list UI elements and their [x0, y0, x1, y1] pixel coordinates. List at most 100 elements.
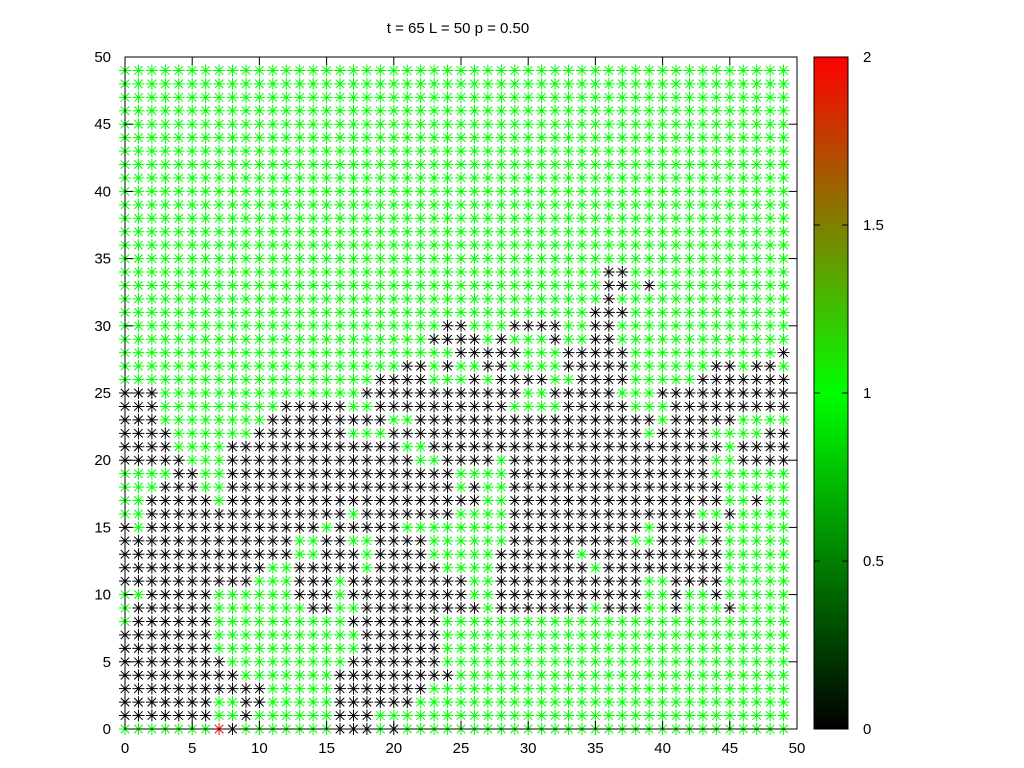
- lattice-point: [535, 145, 548, 158]
- lattice-point: [347, 454, 360, 467]
- lattice-point: [522, 534, 535, 547]
- lattice-point: [656, 333, 669, 346]
- lattice-point: [468, 561, 481, 574]
- lattice-point: [602, 158, 615, 171]
- lattice-point: [347, 494, 360, 507]
- lattice-point: [562, 360, 575, 373]
- lattice-point: [414, 118, 427, 131]
- lattice-point: [334, 252, 347, 265]
- lattice-point: [656, 212, 669, 225]
- lattice-point: [696, 454, 709, 467]
- lattice-point: [468, 615, 481, 628]
- lattice-point: [522, 158, 535, 171]
- lattice-point: [723, 615, 736, 628]
- lattice-point: [186, 198, 199, 211]
- lattice-point: [629, 118, 642, 131]
- lattice-point: [575, 198, 588, 211]
- lattice-point: [750, 427, 763, 440]
- lattice-point: [253, 266, 266, 279]
- lattice-point: [710, 615, 723, 628]
- lattice-point: [401, 494, 414, 507]
- lattice-point: [132, 534, 145, 547]
- lattice-point: [723, 494, 736, 507]
- lattice-point: [616, 131, 629, 144]
- lattice-point: [360, 212, 373, 225]
- lattice-point: [683, 77, 696, 90]
- lattice-point: [199, 319, 212, 332]
- lattice-point: [132, 467, 145, 480]
- lattice-point: [468, 454, 481, 467]
- lattice-point: [629, 319, 642, 332]
- lattice-point: [347, 400, 360, 413]
- lattice-point: [239, 91, 252, 104]
- lattice-point: [441, 319, 454, 332]
- lattice-point: [629, 64, 642, 77]
- lattice-point: [575, 400, 588, 413]
- lattice-point: [280, 171, 293, 184]
- lattice-point: [226, 454, 239, 467]
- lattice-point: [414, 279, 427, 292]
- lattice-point: [683, 118, 696, 131]
- lattice-point: [159, 91, 172, 104]
- lattice-point: [145, 400, 158, 413]
- lattice-point: [428, 481, 441, 494]
- lattice-point: [428, 145, 441, 158]
- lattice-point: [750, 575, 763, 588]
- lattice-point: [374, 158, 387, 171]
- lattice-point: [213, 427, 226, 440]
- lattice-point: [186, 494, 199, 507]
- lattice-point: [643, 198, 656, 211]
- lattice-point: [670, 77, 683, 90]
- lattice-point: [320, 494, 333, 507]
- lattice-point: [360, 561, 373, 574]
- lattice-point: [320, 198, 333, 211]
- lattice-point: [723, 104, 736, 117]
- lattice-point: [347, 252, 360, 265]
- lattice-point: [777, 346, 790, 359]
- lattice-point: [374, 198, 387, 211]
- lattice-point: [186, 252, 199, 265]
- lattice-point: [132, 77, 145, 90]
- lattice-point: [777, 198, 790, 211]
- lattice-point: [683, 333, 696, 346]
- lattice-point: [481, 561, 494, 574]
- lattice-point: [266, 239, 279, 252]
- lattice-point: [643, 319, 656, 332]
- lattice-point: [186, 346, 199, 359]
- lattice-point: [575, 561, 588, 574]
- lattice-point: [280, 615, 293, 628]
- lattice-point: [535, 709, 548, 722]
- lattice-point: [522, 387, 535, 399]
- lattice-point: [132, 292, 145, 305]
- lattice-point: [374, 171, 387, 184]
- lattice-point: [481, 507, 494, 520]
- lattice-point: [522, 682, 535, 695]
- lattice-point: [629, 171, 642, 184]
- lattice-point: [522, 252, 535, 265]
- lattice-point: [589, 575, 602, 588]
- lattice-point: [495, 628, 508, 641]
- lattice-point: [777, 225, 790, 238]
- lattice-point: [199, 387, 212, 399]
- lattice-point: [320, 575, 333, 588]
- lattice-point: [414, 64, 427, 77]
- lattice-point: [401, 252, 414, 265]
- lattice-point: [441, 360, 454, 373]
- lattice-point: [750, 696, 763, 709]
- lattice-point: [562, 346, 575, 359]
- lattice-point: [293, 454, 306, 467]
- lattice-point: [643, 696, 656, 709]
- lattice-point: [172, 494, 185, 507]
- lattice-point: [266, 481, 279, 494]
- lattice-point: [360, 225, 373, 238]
- lattice-point: [616, 642, 629, 655]
- lattice-point: [280, 454, 293, 467]
- lattice-point: [575, 104, 588, 117]
- lattice-point: [535, 292, 548, 305]
- lattice-point: [401, 628, 414, 641]
- lattice-point: [616, 588, 629, 601]
- lattice-point: [710, 602, 723, 615]
- lattice-point: [213, 64, 226, 77]
- lattice-point: [307, 628, 320, 641]
- lattice-point: [777, 427, 790, 440]
